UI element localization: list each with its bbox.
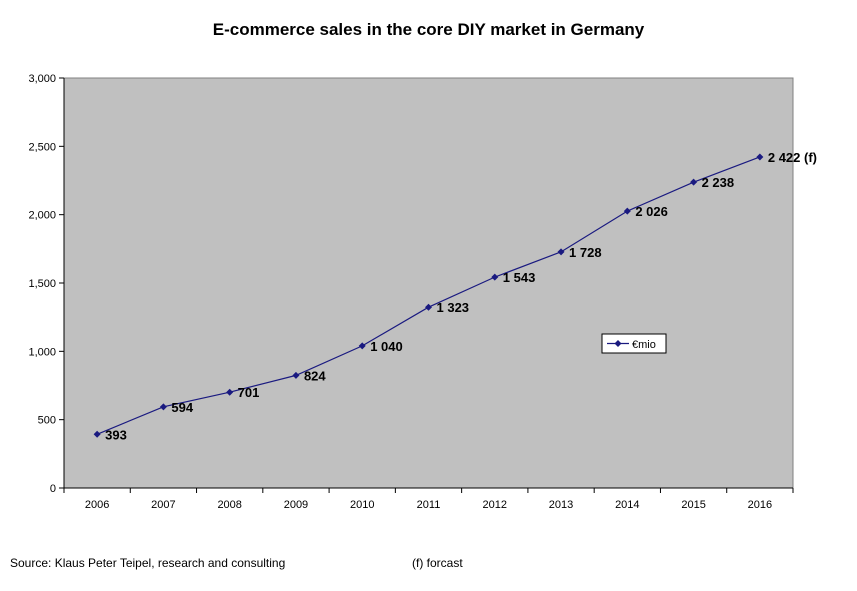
x-tick-label: 2015 <box>681 499 705 511</box>
data-point-marker <box>93 430 101 438</box>
data-label: 594 <box>171 400 193 415</box>
data-label: 2 238 <box>702 175 735 190</box>
data-label: 1 728 <box>569 245 602 260</box>
x-tick-label: 2007 <box>151 499 175 511</box>
data-point-marker <box>159 403 167 411</box>
data-label: 1 323 <box>437 300 470 315</box>
x-tick-label: 2013 <box>549 499 573 511</box>
y-tick-label: 1,000 <box>28 346 56 358</box>
data-point-marker <box>557 248 565 256</box>
chart-title: E-commerce sales in the core DIY market … <box>212 20 645 39</box>
data-label: 2 026 <box>635 204 668 219</box>
data-point-marker <box>756 153 764 161</box>
x-tick-label: 2014 <box>615 499 639 511</box>
y-tick-label: 3,000 <box>28 73 56 85</box>
x-tick-label: 2010 <box>350 499 374 511</box>
x-tick-label: 2006 <box>85 499 109 511</box>
data-point-marker <box>690 178 698 186</box>
y-tick-label: 2,000 <box>28 210 56 222</box>
data-point-marker <box>226 388 234 396</box>
x-tick-label: 2012 <box>483 499 507 511</box>
data-label: 1 040 <box>370 339 403 354</box>
data-point-marker <box>491 273 499 281</box>
data-label: 1 543 <box>503 270 536 285</box>
data-label: 393 <box>105 427 127 442</box>
legend-label: €mio <box>632 339 656 351</box>
data-point-marker <box>292 371 300 379</box>
x-tick-label: 2008 <box>217 499 241 511</box>
data-point-marker <box>358 342 366 350</box>
x-tick-label: 2009 <box>284 499 308 511</box>
data-label: 701 <box>238 385 260 400</box>
data-label: 2 422 (f) <box>768 150 817 165</box>
data-point-marker <box>623 207 631 215</box>
y-tick-label: 0 <box>50 483 56 495</box>
x-tick-label: 2011 <box>417 499 441 511</box>
plot-area <box>63 77 794 489</box>
x-tick-label: 2016 <box>748 499 772 511</box>
source-note: Source: Klaus Peter Teipel, research and… <box>10 556 286 570</box>
legend-marker <box>614 340 622 347</box>
y-tick-label: 2,500 <box>28 141 56 153</box>
y-tick-label: 1,500 <box>28 278 56 290</box>
legend-box <box>601 333 667 354</box>
data-label: 824 <box>304 368 326 383</box>
data-point-marker <box>425 303 432 311</box>
y-tick-label: 500 <box>38 415 56 427</box>
forecast-note: (f) forcast <box>412 556 463 570</box>
